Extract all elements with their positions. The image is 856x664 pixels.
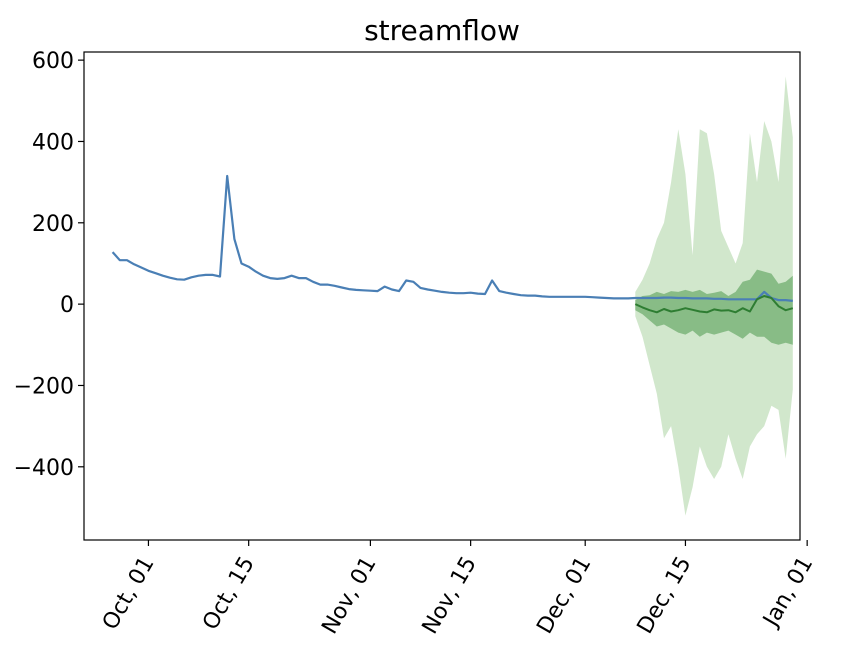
y-tick-label: −400 [14, 456, 74, 481]
x-tick-label: Nov, 15 [418, 553, 482, 639]
y-axis: 600 400 200 0 −200 −400 [14, 49, 84, 481]
x-tick-label: Dec, 15 [633, 553, 697, 639]
forecast-inner-band [635, 269, 793, 345]
x-tick-label: Dec, 01 [532, 553, 596, 639]
x-tick-label: Nov, 01 [317, 553, 381, 639]
y-tick-label: 400 [32, 130, 74, 155]
plot-frame [83, 51, 801, 541]
y-tick-label: 200 [32, 212, 74, 237]
y-tick-label: −200 [14, 374, 74, 399]
x-axis: Oct, 01 Oct, 15 Nov, 01 Nov, 15 Dec, 01 Dec, … [98, 540, 818, 639]
y-tick-label: 600 [32, 49, 74, 74]
chart-title: streamflow [364, 14, 520, 47]
x-tick-label: Oct, 01 [98, 553, 160, 635]
observed-streamflow-line [111, 174, 793, 302]
y-tick-label: 0 [60, 293, 74, 318]
x-tick-label: Jan, 01 [758, 553, 819, 633]
x-tick-label: Oct, 15 [198, 553, 260, 635]
plot-area [111, 76, 794, 516]
forecast-median-line [634, 295, 794, 314]
